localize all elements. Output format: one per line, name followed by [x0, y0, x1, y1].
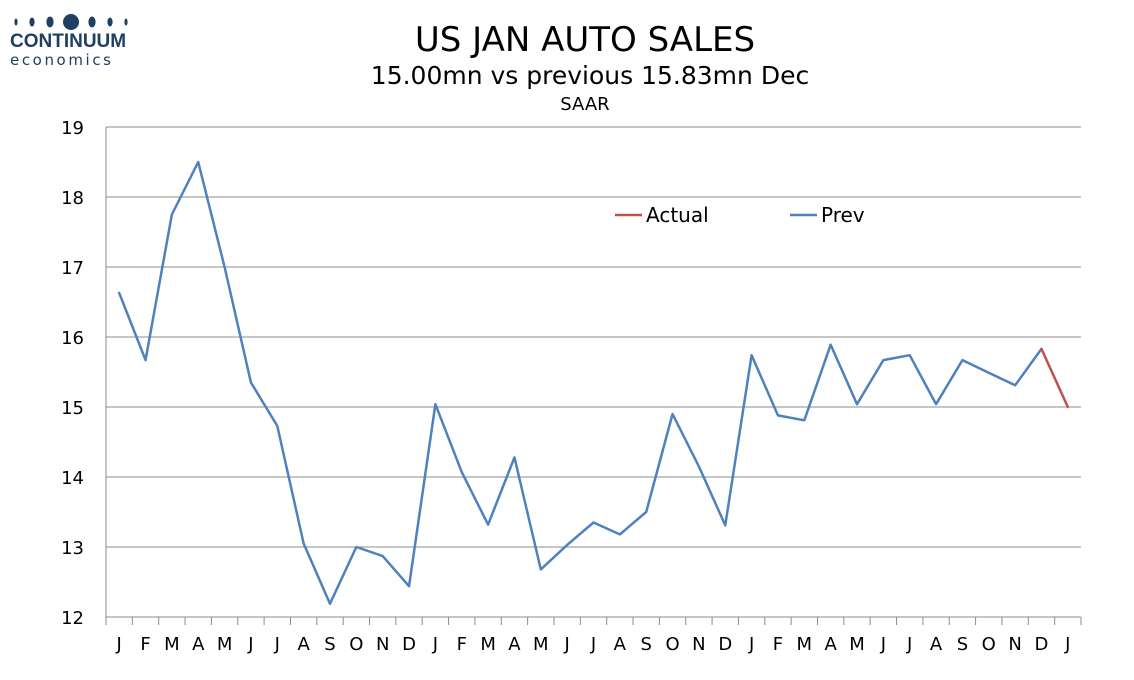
x-tick-label: S [324, 634, 335, 655]
x-tick-label: N [692, 634, 705, 655]
x-tick-label: A [192, 634, 205, 655]
x-tick-label: D [1035, 634, 1049, 655]
x-tick-label: F [773, 634, 783, 655]
x-tick-label: A [614, 634, 627, 655]
y-tick-label: 13 [61, 538, 84, 559]
x-tick-label: J [590, 634, 596, 655]
x-tick-label: A [508, 634, 521, 655]
x-tick-label: J [906, 634, 912, 655]
x-tick-label: M [164, 634, 180, 655]
x-tick-label: M [849, 634, 865, 655]
y-tick-label: 19 [61, 118, 84, 139]
x-tick-label: S [640, 634, 651, 655]
y-tick-label: 12 [61, 608, 84, 629]
x-tick-label: M [480, 634, 496, 655]
x-tick-label: J [274, 634, 280, 655]
logo-dots-icon [14, 14, 128, 30]
x-tick-label: J [880, 634, 886, 655]
chart-title: US JAN AUTO SALES [414, 20, 756, 60]
x-tick-label: N [376, 634, 389, 655]
x-tick-label: O [982, 634, 996, 655]
y-tick-label: 16 [61, 328, 84, 349]
series-line-actual [1040, 347, 1070, 409]
continuum-economics-logo: CONTINUUM economics [10, 12, 140, 68]
chart-subtitle: 15.00mn vs previous 15.83mn Dec [370, 61, 810, 90]
x-tick-label: J [748, 634, 754, 655]
y-tick-label: 18 [61, 188, 84, 209]
x-tick-label: D [402, 634, 416, 655]
x-tick-label: A [824, 634, 837, 655]
x-tick-label: O [349, 634, 363, 655]
y-tick-label: 17 [61, 258, 84, 279]
x-tick-label: A [930, 634, 943, 655]
x-tick-label: D [718, 634, 732, 655]
x-tick-label: J [432, 634, 438, 655]
x-tick-label: A [297, 634, 310, 655]
x-tick-label: M [217, 634, 233, 655]
x-tick-label: N [1008, 634, 1021, 655]
x-tick-label: J [247, 634, 253, 655]
x-tick-label: F [457, 634, 467, 655]
legend-label-prev: Prev [821, 203, 865, 227]
x-tick-label: S [957, 634, 968, 655]
x-tick-label: M [797, 634, 813, 655]
logo-name: CONTINUUM [10, 31, 127, 52]
chart-ylabel: SAAR [560, 94, 610, 115]
x-tick-label: M [533, 634, 549, 655]
series-line-prev [117, 160, 1043, 605]
x-tick-label: O [665, 634, 679, 655]
y-tick-label: 14 [61, 468, 84, 489]
logo-subtitle: economics [10, 51, 114, 69]
x-tick-label: J [116, 634, 122, 655]
x-tick-label: J [1064, 634, 1070, 655]
y-tick-label: 15 [61, 398, 84, 419]
x-tick-label: F [140, 634, 150, 655]
legend-label-actual: Actual [646, 203, 709, 227]
x-tick-label: J [563, 634, 569, 655]
